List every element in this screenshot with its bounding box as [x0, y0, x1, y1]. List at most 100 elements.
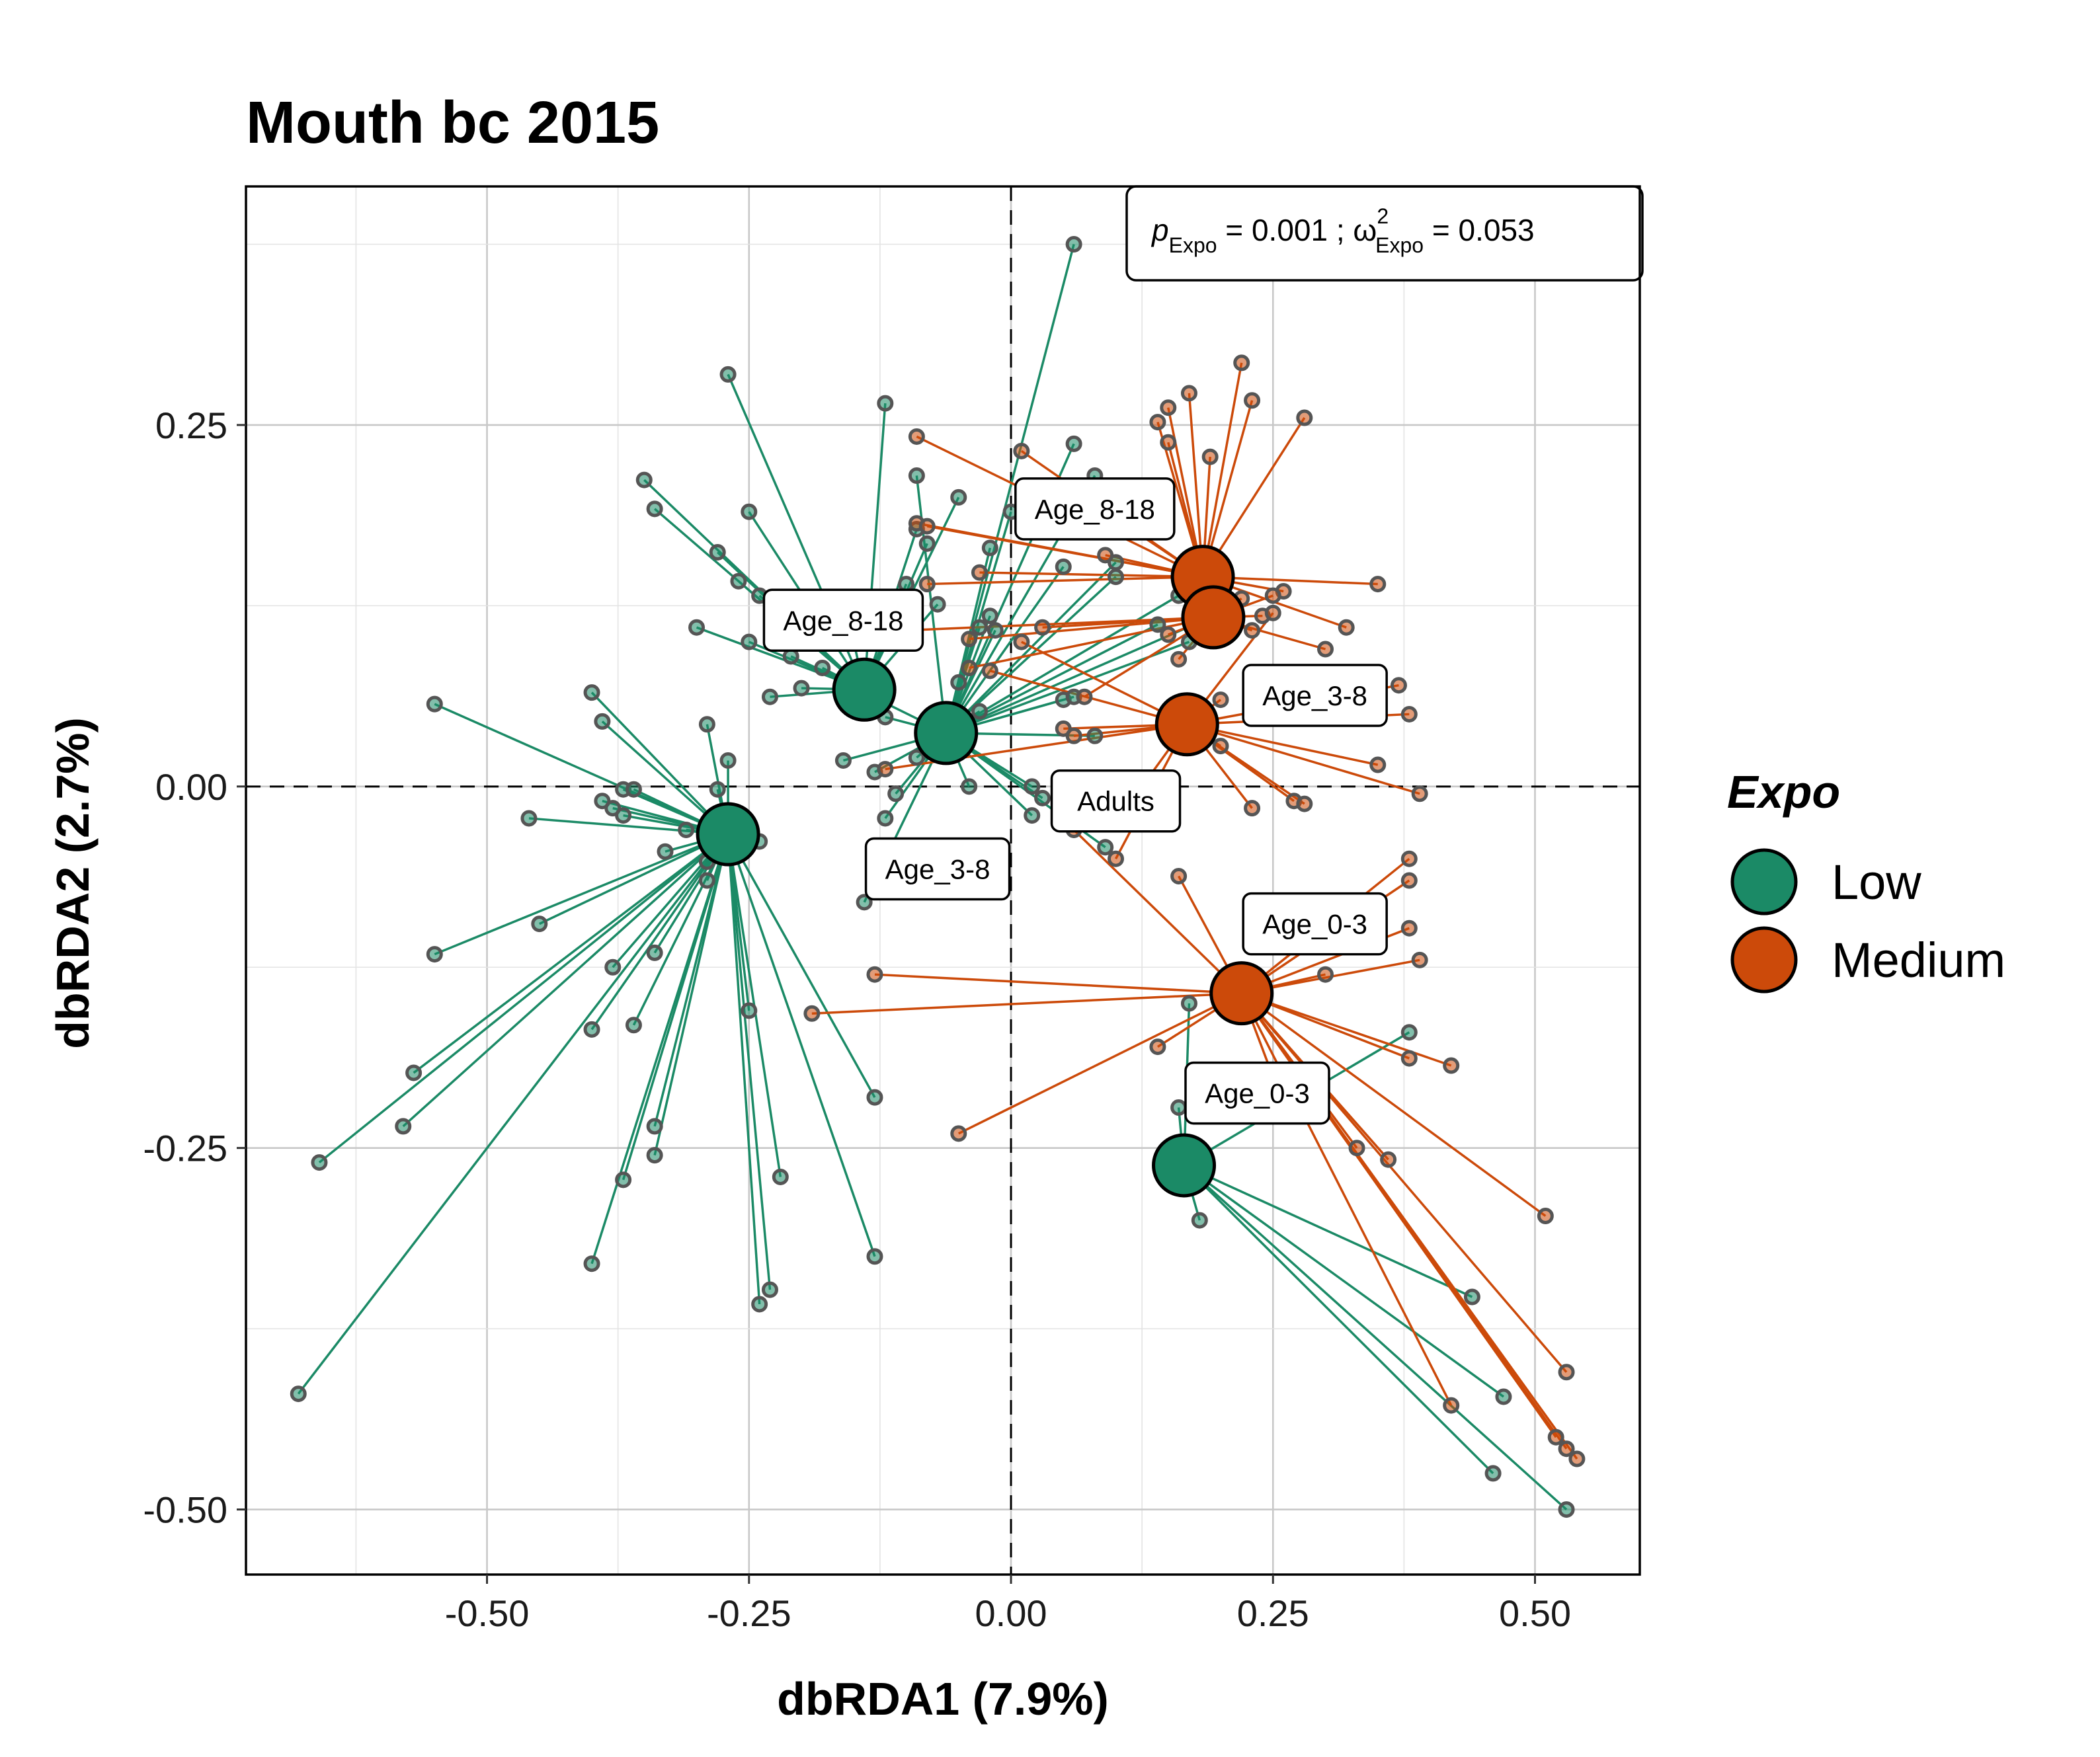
- legend-swatch-medium: [1730, 926, 1798, 994]
- spider-line: [402, 833, 729, 1128]
- sample-point: [1317, 966, 1334, 983]
- sample-point: [950, 1125, 967, 1142]
- sample-point: [1244, 800, 1261, 817]
- sample-point: [1170, 650, 1188, 668]
- y-tick-label: -0.50: [143, 1489, 227, 1531]
- sample-point: [1201, 448, 1219, 465]
- spider-line: [590, 691, 729, 836]
- omega-subscript: Expo: [1375, 233, 1424, 257]
- sample-point: [1400, 850, 1418, 867]
- sample-point: [1170, 867, 1188, 884]
- sample-point: [877, 761, 894, 778]
- spider-line: [927, 575, 1203, 586]
- spider-line: [1240, 992, 1547, 1217]
- centroid-label: Adults: [1077, 786, 1154, 817]
- sample-point: [1547, 1428, 1564, 1446]
- spider-line: [969, 616, 1214, 670]
- sample-point: [1055, 558, 1072, 575]
- sample-point: [678, 821, 695, 838]
- sample-point: [1558, 1501, 1575, 1518]
- sample-point: [688, 619, 706, 636]
- legend-label-low: Low: [1832, 855, 1921, 910]
- spider-line: [1183, 1164, 1473, 1298]
- sample-point: [856, 894, 873, 911]
- sample-point: [961, 659, 978, 676]
- x-axis-ticks: -0.50 -0.25 0.00 0.25 0.50: [445, 1575, 1571, 1634]
- sample-point: [1013, 633, 1030, 650]
- centroid-label: Age_8-18: [1035, 494, 1155, 525]
- sample-point: [698, 872, 715, 889]
- centroid-label-box: [1242, 664, 1388, 727]
- sample-point: [1380, 1151, 1397, 1168]
- y-tick-label: 0.25: [155, 405, 227, 446]
- sample-point: [971, 619, 988, 636]
- sample-point: [604, 958, 622, 976]
- centroid-marker: [1154, 692, 1219, 757]
- spider-line: [727, 834, 761, 1305]
- x-tick-label: -0.25: [707, 1592, 791, 1634]
- sample-point: [1013, 442, 1030, 459]
- spider-line: [811, 992, 1242, 1015]
- sample-point: [594, 713, 611, 730]
- sample-point: [1108, 850, 1125, 867]
- sample-point: [625, 781, 642, 798]
- sample-point: [405, 1064, 423, 1081]
- sample-point: [1296, 795, 1313, 812]
- sample-point: [877, 395, 894, 412]
- sample-point: [1034, 789, 1051, 806]
- sample-point: [887, 785, 905, 802]
- sample-point: [1212, 738, 1229, 755]
- sample-point: [1369, 756, 1387, 773]
- sample-point: [1338, 619, 1355, 636]
- x-tick-label: -0.50: [445, 1592, 530, 1634]
- sample-point: [741, 633, 758, 650]
- spider-line: [590, 834, 729, 1265]
- spider-line: [1241, 992, 1452, 1067]
- sample-point: [1296, 409, 1313, 426]
- sample-point: [719, 752, 737, 769]
- sample-point: [709, 543, 726, 561]
- sample-point: [814, 659, 831, 676]
- spider-line: [727, 834, 876, 1257]
- sample-point: [741, 1002, 758, 1019]
- sample-point: [1400, 872, 1418, 889]
- sample-point: [1537, 1208, 1554, 1224]
- sample-point: [1086, 727, 1104, 744]
- sample-point: [918, 535, 936, 552]
- sample-point: [311, 1154, 328, 1171]
- spider-line: [1183, 1164, 1568, 1510]
- sample-point: [426, 695, 443, 713]
- sample-point: [583, 1021, 600, 1038]
- sample-point: [1244, 392, 1261, 409]
- reference-lines: [246, 186, 1640, 1575]
- sample-point: [1065, 435, 1082, 452]
- sample-point: [730, 572, 747, 590]
- centroid-labels: Age_8-18 Adults Age_3-8 Age_0-3 Age_8-18 Age_…: [762, 477, 1388, 1125]
- sample-point: [908, 428, 925, 445]
- sample-point: [741, 503, 758, 520]
- spider-line: [318, 833, 729, 1163]
- sample-point: [698, 716, 715, 733]
- centroid-label: Age_3-8: [885, 854, 990, 885]
- sample-point: [1180, 995, 1197, 1012]
- sample-point: [1400, 705, 1418, 722]
- legend: Expo Low Medium: [1727, 766, 2005, 994]
- omega-symbol: ω: [1353, 213, 1377, 247]
- sample-point: [1463, 1288, 1480, 1306]
- sample-point: [1160, 626, 1177, 643]
- spider-line: [1186, 723, 1379, 766]
- centroid-label-box: [1050, 769, 1182, 833]
- omega-value: = 0.053: [1424, 213, 1535, 247]
- sample-point: [646, 944, 663, 961]
- spider-line: [413, 833, 729, 1074]
- sample-point: [1495, 1388, 1512, 1405]
- sample-point: [520, 810, 538, 827]
- sample-point: [1212, 691, 1229, 709]
- sample-point: [793, 680, 810, 697]
- sample-point: [908, 467, 925, 484]
- sample-point: [1097, 839, 1114, 856]
- sample-point: [1411, 951, 1428, 968]
- sample-point: [1558, 1440, 1575, 1458]
- sample-point: [1065, 236, 1082, 253]
- sample-point: [803, 1005, 821, 1022]
